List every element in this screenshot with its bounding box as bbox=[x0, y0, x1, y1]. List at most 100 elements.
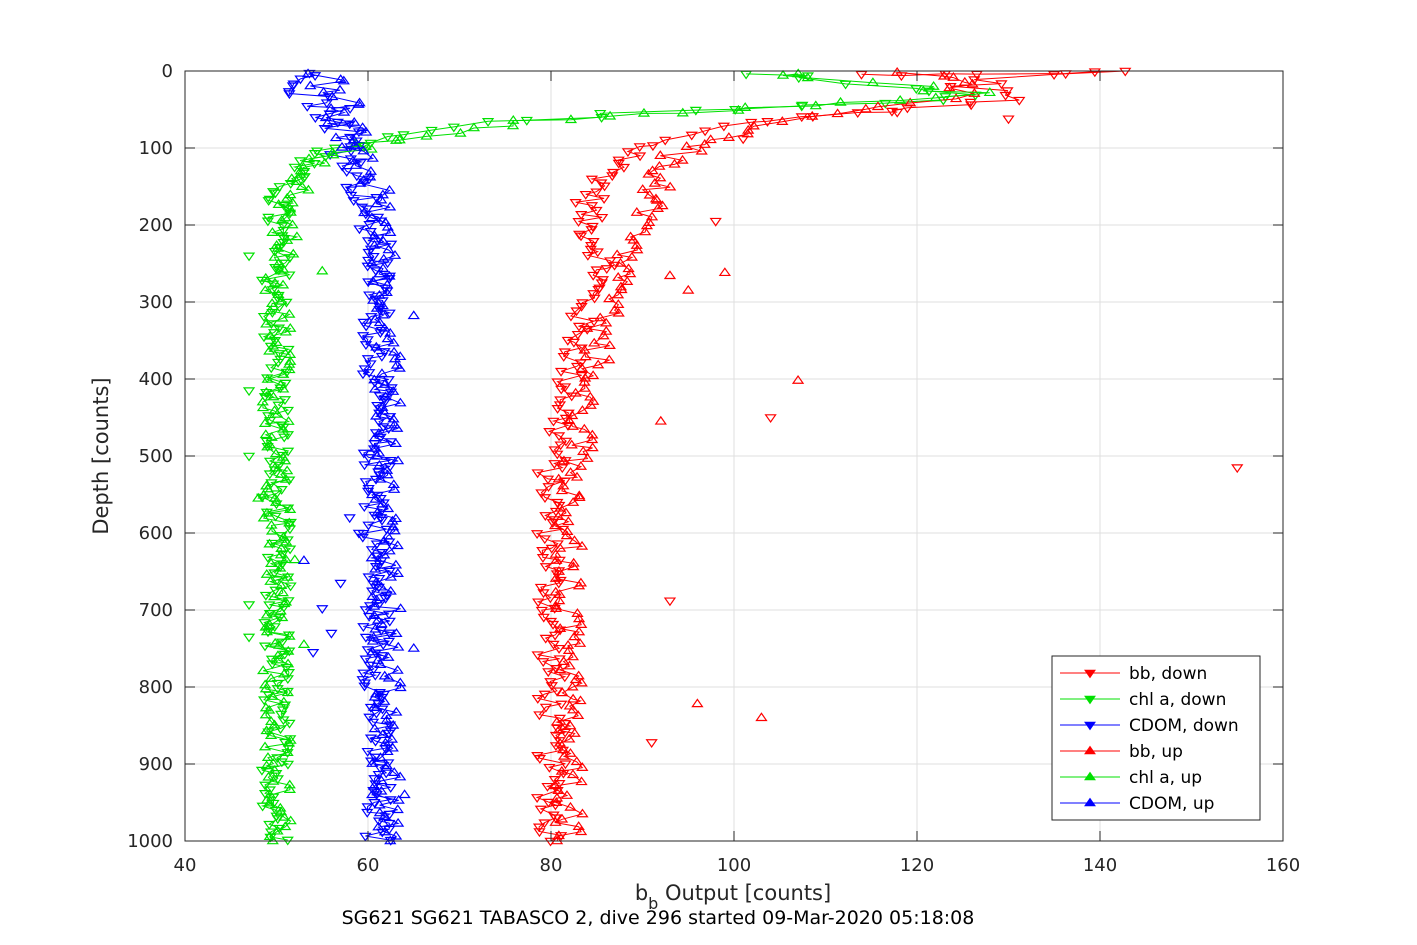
data-point bbox=[454, 127, 467, 137]
data-point bbox=[390, 706, 403, 716]
data-point bbox=[792, 74, 805, 84]
data-point bbox=[391, 817, 405, 827]
data-point bbox=[578, 423, 591, 433]
data-point bbox=[831, 108, 844, 118]
x-axis-label: bb Output [counts] bbox=[635, 881, 831, 913]
data-point bbox=[354, 158, 368, 168]
data-point bbox=[266, 188, 280, 197]
data-point bbox=[558, 383, 572, 393]
data-point bbox=[1001, 87, 1014, 97]
data-point bbox=[555, 485, 569, 495]
data-point bbox=[365, 143, 378, 153]
data-point bbox=[265, 431, 278, 441]
data-point bbox=[587, 271, 600, 281]
data-point bbox=[599, 317, 613, 327]
data-point bbox=[654, 150, 667, 160]
data-point bbox=[367, 445, 381, 455]
data-point bbox=[631, 244, 644, 254]
data-point bbox=[904, 97, 917, 107]
data-point bbox=[999, 91, 1012, 101]
data-point bbox=[612, 299, 625, 308]
data-point bbox=[286, 197, 299, 207]
data-point bbox=[380, 760, 393, 769]
data-point-outlier bbox=[663, 597, 677, 607]
data-point bbox=[366, 275, 380, 285]
data-point bbox=[281, 687, 294, 697]
data-point-outlier bbox=[288, 554, 301, 564]
data-point-outlier bbox=[306, 649, 320, 658]
data-series bbox=[242, 66, 1244, 847]
data-point bbox=[588, 337, 601, 347]
data-point bbox=[264, 730, 278, 739]
data-point bbox=[552, 473, 565, 483]
legend-item: bb, down bbox=[1060, 664, 1207, 684]
data-point bbox=[614, 257, 627, 267]
data-point bbox=[386, 515, 399, 525]
data-point bbox=[550, 716, 564, 726]
data-point bbox=[269, 448, 283, 458]
data-point bbox=[545, 682, 558, 692]
data-point bbox=[806, 110, 819, 120]
data-point bbox=[283, 779, 296, 789]
data-point bbox=[368, 374, 381, 384]
data-point bbox=[809, 100, 822, 110]
data-point bbox=[542, 483, 555, 492]
data-point bbox=[373, 459, 386, 469]
data-point bbox=[272, 639, 286, 649]
data-point bbox=[531, 651, 544, 661]
data-point bbox=[364, 360, 377, 370]
data-point bbox=[384, 796, 397, 806]
data-point bbox=[539, 634, 552, 644]
data-point bbox=[258, 418, 272, 427]
data-point bbox=[587, 317, 601, 327]
data-point bbox=[295, 181, 309, 190]
y-tick-label: 300 bbox=[139, 292, 173, 313]
data-point bbox=[373, 471, 386, 481]
data-point bbox=[983, 87, 996, 97]
data-point bbox=[839, 80, 852, 90]
data-point bbox=[379, 391, 392, 401]
data-point bbox=[378, 670, 391, 680]
data-point bbox=[581, 325, 594, 335]
data-point bbox=[550, 797, 563, 807]
data-point bbox=[361, 237, 375, 247]
data-point bbox=[264, 672, 278, 682]
data-point bbox=[383, 545, 396, 555]
data-point bbox=[390, 359, 404, 369]
data-point bbox=[776, 116, 789, 125]
data-point bbox=[569, 387, 582, 397]
data-point bbox=[383, 413, 397, 422]
data-point bbox=[562, 516, 575, 526]
data-point bbox=[564, 114, 578, 124]
data-point bbox=[378, 826, 392, 836]
data-point bbox=[376, 729, 389, 739]
data-point bbox=[376, 401, 389, 411]
data-point bbox=[275, 543, 288, 553]
data-point bbox=[553, 664, 567, 674]
data-point bbox=[562, 415, 576, 425]
data-point bbox=[901, 104, 914, 114]
data-point bbox=[344, 155, 358, 165]
data-point bbox=[275, 532, 288, 541]
data-point bbox=[370, 410, 383, 420]
data-point bbox=[549, 586, 562, 596]
data-point bbox=[570, 471, 584, 481]
data-point bbox=[283, 545, 297, 555]
data-point bbox=[277, 383, 290, 393]
data-point bbox=[369, 623, 382, 633]
data-point bbox=[391, 455, 405, 465]
y-tick-label: 0 bbox=[162, 61, 173, 82]
legend-item: bb, up bbox=[1060, 742, 1183, 762]
data-point bbox=[370, 341, 383, 351]
legend-marker bbox=[1084, 771, 1096, 781]
data-point bbox=[377, 423, 390, 433]
data-point bbox=[370, 540, 383, 550]
data-point bbox=[380, 287, 393, 297]
data-point bbox=[275, 486, 288, 495]
data-point bbox=[595, 213, 609, 223]
data-point bbox=[282, 345, 295, 355]
data-point bbox=[284, 734, 297, 744]
data-point bbox=[274, 725, 287, 735]
data-point bbox=[260, 794, 274, 804]
data-point-outlier bbox=[297, 639, 311, 648]
